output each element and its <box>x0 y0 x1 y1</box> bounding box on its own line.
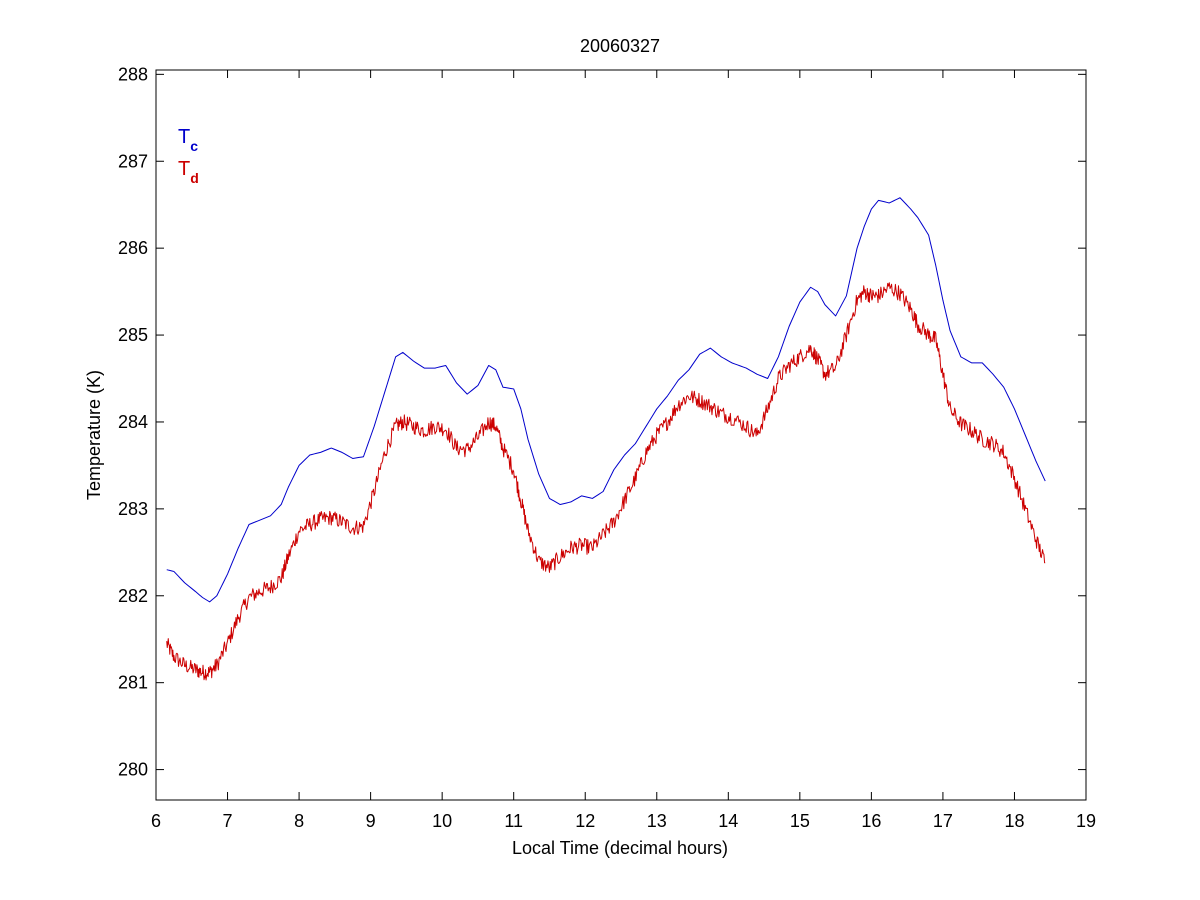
x-tick-label: 7 <box>223 811 233 831</box>
x-tick-label: 9 <box>366 811 376 831</box>
y-tick-label: 280 <box>118 760 148 780</box>
legend-main: T <box>178 126 190 148</box>
series-line-tc <box>166 197 1046 603</box>
legend-main: T <box>178 158 190 180</box>
legend-subscript: c <box>190 138 198 154</box>
y-tick-label: 283 <box>118 499 148 519</box>
x-tick-label: 14 <box>718 811 738 831</box>
plot-area: 6 7 8 9 10 11 12 13 14 15 16 17 18 19 280 281 282 283 284 2… <box>118 64 1096 831</box>
x-tick-label: 13 <box>647 811 667 831</box>
y-axis-label: Temperature (K) <box>84 370 104 500</box>
y-tick-label: 282 <box>118 586 148 606</box>
x-tick-label: 10 <box>432 811 452 831</box>
y-tick-label: 288 <box>118 64 148 84</box>
legend-item-td: Td <box>178 158 199 186</box>
y-tick-label: 285 <box>118 325 148 345</box>
legend-subscript: d <box>190 170 199 186</box>
x-tick-label: 17 <box>933 811 953 831</box>
x-tick-label: 19 <box>1076 811 1096 831</box>
y-tick-label: 281 <box>118 673 148 693</box>
x-tick-label: 8 <box>294 811 304 831</box>
x-tick-label: 15 <box>790 811 810 831</box>
x-tick-label: 11 <box>504 811 523 831</box>
x-tick-label: 6 <box>151 811 161 831</box>
y-tick-label: 284 <box>118 412 148 432</box>
x-tick-label: 12 <box>575 811 595 831</box>
x-axis-label: Local Time (decimal hours) <box>512 838 728 858</box>
series-line-td <box>166 282 1046 681</box>
axes-frame <box>155 69 1087 801</box>
x-tick-label: 18 <box>1004 811 1024 831</box>
x-tick-label: 16 <box>861 811 881 831</box>
y-tick-label: 286 <box>118 238 148 258</box>
y-tick-label: 287 <box>118 151 148 171</box>
chart-title: 20060327 <box>580 36 660 56</box>
legend-item-tc: Tc <box>178 126 198 154</box>
